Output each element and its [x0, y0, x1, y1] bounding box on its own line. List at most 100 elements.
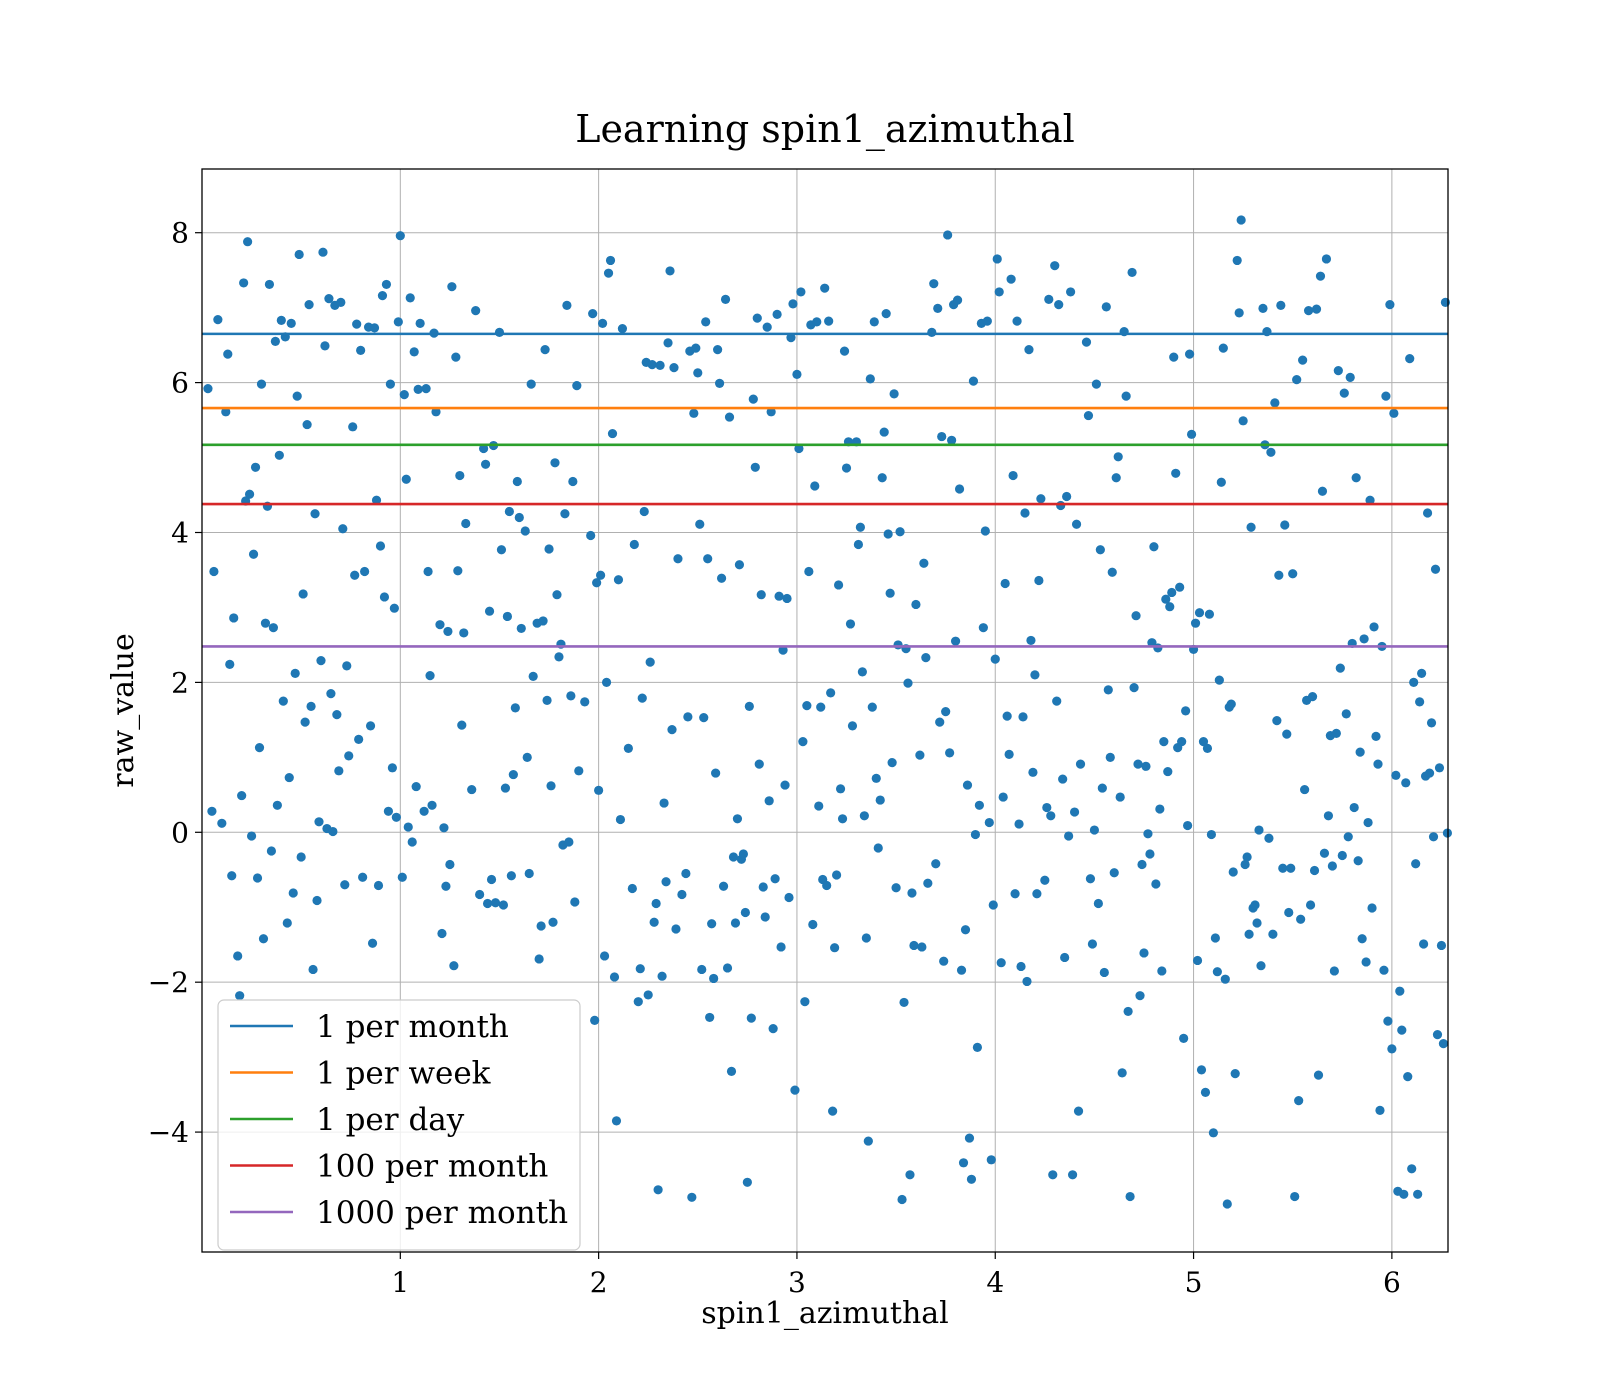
data-point: [248, 549, 259, 559]
data-point: [1004, 749, 1014, 759]
data-point: [1042, 802, 1052, 813]
data-point: [223, 349, 233, 359]
data-point: [360, 566, 370, 577]
data-point: [1331, 728, 1341, 738]
data-point: [756, 590, 766, 600]
data-point: [447, 282, 457, 292]
data-point: [498, 900, 509, 910]
data-point: [693, 368, 703, 378]
data-point: [607, 428, 618, 439]
data-point: [1186, 429, 1197, 439]
data-point: [1137, 859, 1147, 870]
data-point: [853, 539, 864, 550]
data-point: [1371, 731, 1381, 741]
data-point: [643, 990, 653, 1000]
data-point: [391, 812, 401, 822]
data-point: [847, 721, 858, 731]
data-point: [798, 737, 808, 747]
data-point: [707, 919, 717, 929]
data-point: [373, 880, 384, 891]
data-point: [824, 316, 834, 326]
data-point: [203, 383, 213, 394]
legend-label: 1 per month: [316, 1009, 509, 1045]
data-point: [972, 1042, 983, 1052]
data-point: [822, 880, 832, 891]
data-point: [1365, 495, 1375, 505]
data-point: [812, 317, 822, 327]
data-point: [1129, 683, 1139, 693]
data-point: [921, 653, 931, 663]
data-point: [917, 942, 927, 952]
data-point: [1395, 986, 1405, 996]
data-point: [455, 470, 465, 481]
data-point: [407, 837, 417, 847]
axis-ticks: 1 2 3 4 5 6 −4 −2 0 2 4 6 8: [148, 217, 1401, 1299]
data-point: [1214, 675, 1224, 685]
data-point: [369, 323, 380, 333]
data-point: [1062, 491, 1072, 502]
data-point: [1419, 939, 1429, 949]
data-point: [1313, 1070, 1324, 1080]
data-point: [340, 880, 350, 890]
data-point: [855, 522, 865, 532]
data-point: [1155, 804, 1165, 814]
data-point: [1222, 1199, 1232, 1209]
data-point: [1298, 355, 1308, 365]
data-point: [365, 721, 376, 731]
data-point: [510, 703, 520, 713]
data-point: [990, 654, 1000, 664]
data-point: [611, 1116, 622, 1126]
data-point: [663, 338, 673, 348]
data-point: [401, 474, 411, 484]
data-point: [992, 254, 1002, 264]
data-point: [459, 628, 469, 638]
data-point: [520, 526, 530, 536]
data-point: [1236, 215, 1246, 225]
data-point: [1117, 1068, 1127, 1078]
data-point: [603, 268, 614, 278]
data-point: [1424, 768, 1435, 778]
data-point: [1095, 545, 1105, 555]
data-point: [1097, 783, 1107, 793]
data-point: [1337, 850, 1347, 861]
data-point: [336, 297, 346, 308]
data-point: [814, 801, 824, 811]
data-point: [893, 640, 903, 650]
data-point: [1415, 697, 1425, 707]
data-point: [1274, 570, 1284, 580]
data-point: [1397, 1025, 1407, 1035]
data-point: [865, 374, 875, 384]
data-point: [633, 997, 643, 1007]
data-point: [958, 1158, 969, 1168]
data-point: [705, 1012, 715, 1023]
data-point: [1401, 778, 1411, 788]
data-point: [395, 231, 405, 241]
data-point: [367, 938, 378, 948]
data-point: [832, 870, 842, 880]
data-point: [962, 780, 973, 790]
plot-area-frame: [201, 168, 1449, 1253]
data-point: [881, 309, 891, 319]
data-point: [1355, 747, 1365, 757]
data-point: [334, 766, 344, 776]
data-point: [1417, 668, 1427, 679]
data-point: [929, 279, 939, 289]
data-point: [1105, 752, 1115, 762]
data-point: [1258, 303, 1268, 314]
reference-lines: [202, 332, 1448, 648]
data-point: [1183, 820, 1193, 831]
data-point: [760, 912, 770, 922]
data-point: [1000, 578, 1010, 589]
data-point: [911, 599, 921, 610]
data-point: [1194, 608, 1205, 618]
data-point: [1381, 391, 1391, 401]
data-point: [425, 671, 435, 681]
data-point: [1264, 833, 1274, 843]
data-point: [286, 318, 296, 328]
data-point: [504, 506, 514, 517]
data-point: [239, 278, 249, 288]
y-tick-label: 0: [171, 816, 189, 849]
data-point: [988, 900, 998, 910]
data-point: [435, 620, 445, 630]
data-point: [590, 1015, 600, 1026]
